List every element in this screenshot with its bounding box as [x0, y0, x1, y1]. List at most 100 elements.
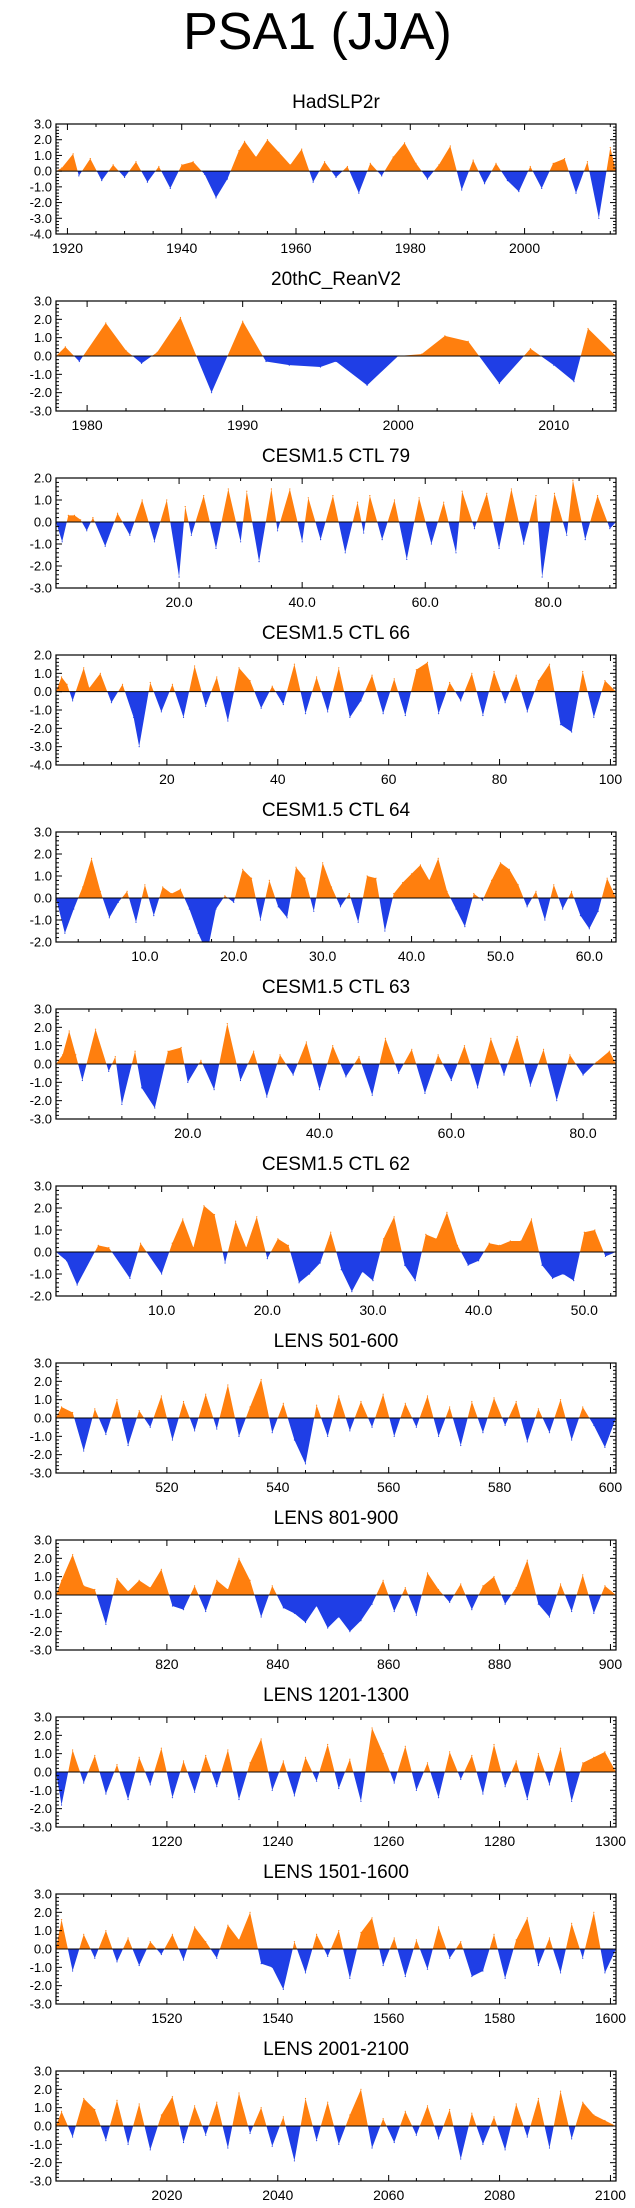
positive-anomaly-area	[56, 1379, 616, 1418]
data-point	[171, 683, 174, 685]
data-point	[526, 1917, 528, 1919]
x-tick-label: 2000	[509, 240, 540, 256]
data-point	[292, 1074, 294, 1076]
data-point	[125, 349, 127, 352]
data-point	[315, 1605, 318, 1607]
data-point	[243, 140, 246, 142]
data-point	[161, 1273, 163, 1275]
y-tick-label: -3.0	[30, 739, 52, 754]
data-point	[194, 1926, 196, 1928]
data-point	[582, 2101, 584, 2103]
y-tick-label: 1.0	[34, 1223, 52, 1238]
data-point	[529, 348, 532, 350]
data-point	[553, 884, 555, 886]
data-point	[382, 1238, 385, 1240]
x-tick-label: 80.0	[569, 1125, 596, 1141]
chart-panel-3: CESM1.5 CTL 79 2.0 1.0 0.0 -1.0 -2.0 -3.0 20.0 4…	[30, 446, 617, 610]
data-point	[200, 1059, 202, 1061]
data-point	[138, 1756, 140, 1758]
y-tick-label: -3.0	[30, 1643, 52, 1658]
data-point	[446, 890, 448, 893]
data-point	[266, 1258, 268, 1260]
y-tick-label: -3.0	[30, 581, 52, 596]
data-point	[213, 1089, 215, 1091]
positive-anomaly-area	[56, 1205, 616, 1252]
data-point	[587, 327, 589, 330]
data-point	[307, 497, 309, 499]
data-point	[351, 1291, 353, 1293]
data-point	[382, 1579, 384, 1581]
data-point	[238, 150, 240, 152]
data-point	[78, 360, 80, 363]
data-point	[116, 1577, 118, 1580]
data-point	[523, 543, 525, 545]
chart-title: LENS 1201-1300	[263, 1685, 409, 1706]
data-point	[548, 1784, 551, 1786]
data-point	[418, 497, 420, 499]
data-point	[249, 2132, 251, 2134]
data-point	[548, 1616, 551, 1618]
data-point	[304, 1756, 307, 1758]
data-point	[541, 1264, 543, 1266]
data-point	[471, 1754, 473, 1757]
y-tick-label: 3.0	[34, 1002, 52, 1017]
chart-panel-6: CESM1.5 CTL 63 3.0 2.0 1.0 0.0 -1.0 -2.0 -3.0 20…	[30, 977, 617, 1141]
data-point	[83, 1585, 85, 1587]
data-point	[308, 1273, 311, 1275]
data-point	[205, 1754, 207, 1757]
x-tick-label: 520	[155, 1479, 179, 1495]
data-point	[499, 1244, 501, 1246]
y-tick-label: 0.0	[34, 515, 52, 530]
data-point	[366, 384, 368, 386]
data-point	[426, 1395, 429, 1397]
data-point	[110, 702, 113, 704]
data-point	[315, 676, 318, 678]
y-tick-label: -4.0	[30, 758, 52, 773]
y-tick-label: 2.0	[34, 847, 52, 862]
x-tick-label: 2040	[262, 2187, 293, 2203]
data-point	[571, 1922, 573, 1924]
data-point	[205, 2134, 207, 2136]
data-point	[260, 1616, 262, 1618]
data-point	[526, 1559, 528, 1561]
data-point	[332, 495, 334, 497]
data-point	[66, 683, 68, 685]
data-point	[105, 1930, 107, 1932]
data-point	[226, 1023, 228, 1025]
data-point	[579, 915, 582, 917]
data-point	[571, 1800, 573, 1802]
data-point	[504, 1786, 506, 1788]
data-point	[327, 1955, 329, 1957]
data-point	[226, 178, 229, 180]
y-tick-label: 2.0	[34, 1905, 52, 1920]
chart-title: CESM1.5 CTL 64	[262, 800, 411, 821]
data-point	[304, 2097, 307, 2100]
data-point	[81, 1079, 83, 1082]
data-point	[504, 2149, 506, 2151]
data-point	[179, 316, 182, 319]
data-point	[426, 1572, 429, 1574]
data-point	[315, 2140, 318, 2142]
data-point	[249, 680, 251, 682]
positive-anomaly-area	[56, 858, 616, 898]
data-point	[271, 1432, 273, 1434]
data-point	[73, 514, 76, 517]
data-point	[282, 2116, 284, 2118]
data-point	[203, 173, 206, 175]
data-point	[450, 1079, 452, 1082]
data-point	[471, 1609, 473, 1611]
data-point	[64, 932, 66, 934]
data-point	[60, 1804, 63, 1806]
x-tick-label: 50.0	[571, 1302, 598, 1318]
x-tick-label: 60.0	[438, 1125, 465, 1141]
data-point	[449, 1751, 451, 1753]
data-point	[330, 1231, 332, 1233]
positive-anomaly-area	[56, 480, 616, 522]
data-point	[305, 1041, 307, 1043]
data-point	[604, 1255, 607, 1257]
x-tick-label: 840	[266, 1656, 290, 1672]
data-point	[146, 181, 149, 183]
y-tick-label: -2.0	[30, 385, 52, 400]
data-point	[160, 1953, 162, 1956]
